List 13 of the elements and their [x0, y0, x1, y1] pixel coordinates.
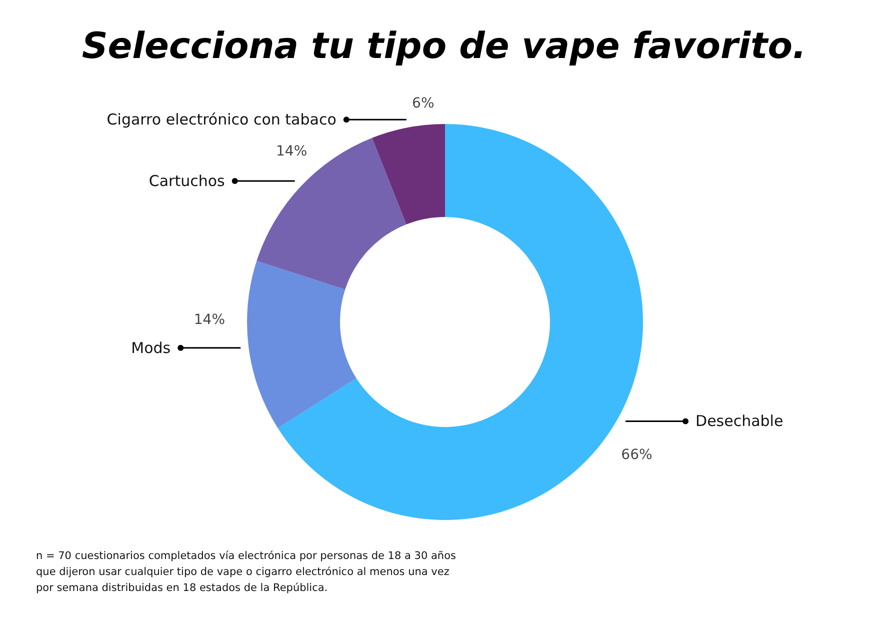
donut-slice — [372, 124, 445, 224]
slice-label: Cigarro electrónico con tabaco — [106, 110, 336, 129]
text: n = 70 cuestionarios completados vía electrónica por personas de 18 a 30 años que dijeron usar cualquier tipo de vape o cigarro electrónico al menos una vez por semana distribuidas en 18 estados de la República. — [36, 549, 456, 596]
data-label: 6% — [412, 95, 434, 112]
data-label: 14% — [194, 312, 226, 328]
donut-slice — [247, 260, 356, 428]
slice-label: Desechable — [696, 412, 784, 430]
slice-label: Mods — [131, 338, 171, 357]
donut-slice — [256, 138, 406, 290]
slice-label: Cartuchos — [148, 172, 226, 190]
data-label: 14% — [276, 144, 308, 160]
data-label: 66% — [621, 446, 652, 463]
chart-title: Selecciona tu tipo de vape favorito. — [80, 26, 808, 67]
